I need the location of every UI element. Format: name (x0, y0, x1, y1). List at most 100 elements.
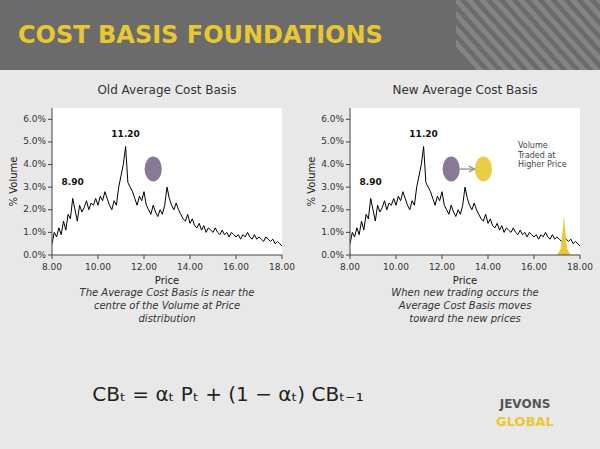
stripe (580, 0, 600, 70)
y-tick (48, 164, 52, 165)
y-tick (48, 255, 52, 256)
y-tick (48, 187, 52, 188)
caption-line: Average Cost Basis moves (398, 300, 532, 311)
caption-line: toward the new prices (409, 313, 521, 324)
y-axis-line (350, 108, 351, 255)
x-tick-label: 12.00 (429, 262, 455, 272)
caption: The Average Cost Basis is near the centre… (80, 287, 255, 324)
y-tick-label: 5.0% (321, 136, 344, 146)
y-tick (346, 119, 350, 120)
title: COST BASIS FOUNDATIONS (18, 21, 383, 49)
note-line: Higher Price (518, 160, 567, 169)
shift-arrow (460, 168, 475, 169)
y-axis-label: % Volume (306, 157, 317, 207)
x-tick (396, 255, 397, 259)
price-annotation: 8.90 (360, 177, 382, 187)
logo-text: JEVONS (499, 397, 551, 411)
y-tick-label: 5.0% (23, 136, 46, 146)
chart: Old Average Cost Basis 8.00 10.00 12.00 14.0… (8, 83, 295, 324)
y-tick (48, 141, 52, 142)
cost-basis-marker (443, 157, 460, 182)
x-tick (98, 255, 99, 259)
y-tick (346, 141, 350, 142)
x-tick-label: 18.00 (567, 262, 593, 272)
x-tick (580, 255, 581, 259)
stripe (567, 0, 600, 70)
x-tick-label: 8.00 (340, 262, 360, 272)
chart: New Average Cost Basis 8.00 10.00 12.00 14.0… (306, 83, 593, 324)
volume-line (350, 146, 580, 246)
y-tick (346, 255, 350, 256)
y-tick-label: 2.0% (321, 204, 344, 214)
caption-line: distribution (139, 313, 196, 324)
x-tick-label: 14.00 (475, 262, 501, 272)
y-tick-label: 4.0% (23, 159, 46, 169)
volume-spike (557, 219, 570, 255)
chart-title: Old Average Cost Basis (97, 83, 236, 97)
x-tick-label: 16.00 (223, 262, 249, 272)
x-axis-label: Price (453, 275, 477, 286)
note: VolumeTraded atHigher Price (517, 141, 567, 168)
data-group (52, 146, 282, 246)
volume-line (52, 146, 282, 246)
data-group (350, 146, 580, 255)
price-annotation: 8.90 (62, 177, 84, 187)
x-tick-label: 16.00 (521, 262, 547, 272)
x-tick-label: 8.00 (42, 262, 62, 272)
x-tick (144, 255, 145, 259)
note-line: Volume (518, 141, 548, 150)
page: COST BASIS FOUNDATIONS Old Average Cost B… (0, 0, 600, 449)
y-tick-label: 3.0% (321, 182, 344, 192)
x-tick-label: 10.00 (85, 262, 111, 272)
y-axis-line (52, 108, 53, 255)
x-tick (350, 255, 351, 259)
y-tick (346, 209, 350, 210)
price-annotation: 11.20 (409, 129, 437, 139)
stripe (541, 0, 600, 70)
price-annotation: 11.20 (111, 129, 139, 139)
y-tick-label: 0.0% (23, 250, 46, 260)
caption-line: The Average Cost Basis is near the (80, 287, 255, 298)
y-tick (346, 187, 350, 188)
x-tick (282, 255, 283, 259)
plot-background (350, 108, 580, 255)
note-line: Traded at (517, 151, 556, 160)
y-tick-label: 4.0% (321, 159, 344, 169)
y-tick-label: 1.0% (23, 227, 46, 237)
header-stripes (456, 0, 600, 70)
x-axis-label: Price (155, 275, 179, 286)
stripe (593, 0, 600, 70)
x-tick (52, 255, 53, 259)
y-tick-label: 6.0% (23, 114, 46, 124)
y-tick (48, 209, 52, 210)
y-axis-label: % Volume (8, 157, 19, 207)
chart-title: New Average Cost Basis (393, 83, 538, 97)
y-tick (346, 232, 350, 233)
y-tick (48, 119, 52, 120)
x-tick (488, 255, 489, 259)
x-axis-line (350, 255, 580, 256)
y-tick-label: 2.0% (23, 204, 46, 214)
y-tick-label: 6.0% (321, 114, 344, 124)
x-tick-label: 14.00 (177, 262, 203, 272)
caption-line: When new trading occurs the (391, 287, 538, 298)
cost-basis-marker (475, 157, 492, 182)
x-tick (236, 255, 237, 259)
y-tick-label: 0.0% (321, 250, 344, 260)
cost-basis-marker (145, 157, 162, 182)
y-tick-label: 1.0% (321, 227, 344, 237)
x-tick-label: 12.00 (131, 262, 157, 272)
x-tick (442, 255, 443, 259)
y-tick (346, 164, 350, 165)
plot-background (52, 108, 282, 255)
x-axis-line (52, 255, 282, 256)
y-tick-label: 3.0% (23, 182, 46, 192)
x-tick-label: 10.00 (383, 262, 409, 272)
logo-text: GLOBAL (496, 414, 554, 429)
caption: When new trading occurs the Average Cost … (391, 287, 538, 324)
x-tick-label: 18.00 (269, 262, 295, 272)
x-tick (534, 255, 535, 259)
x-tick (190, 255, 191, 259)
caption-line: centre of the Volume at Price (94, 300, 240, 311)
y-tick (48, 232, 52, 233)
